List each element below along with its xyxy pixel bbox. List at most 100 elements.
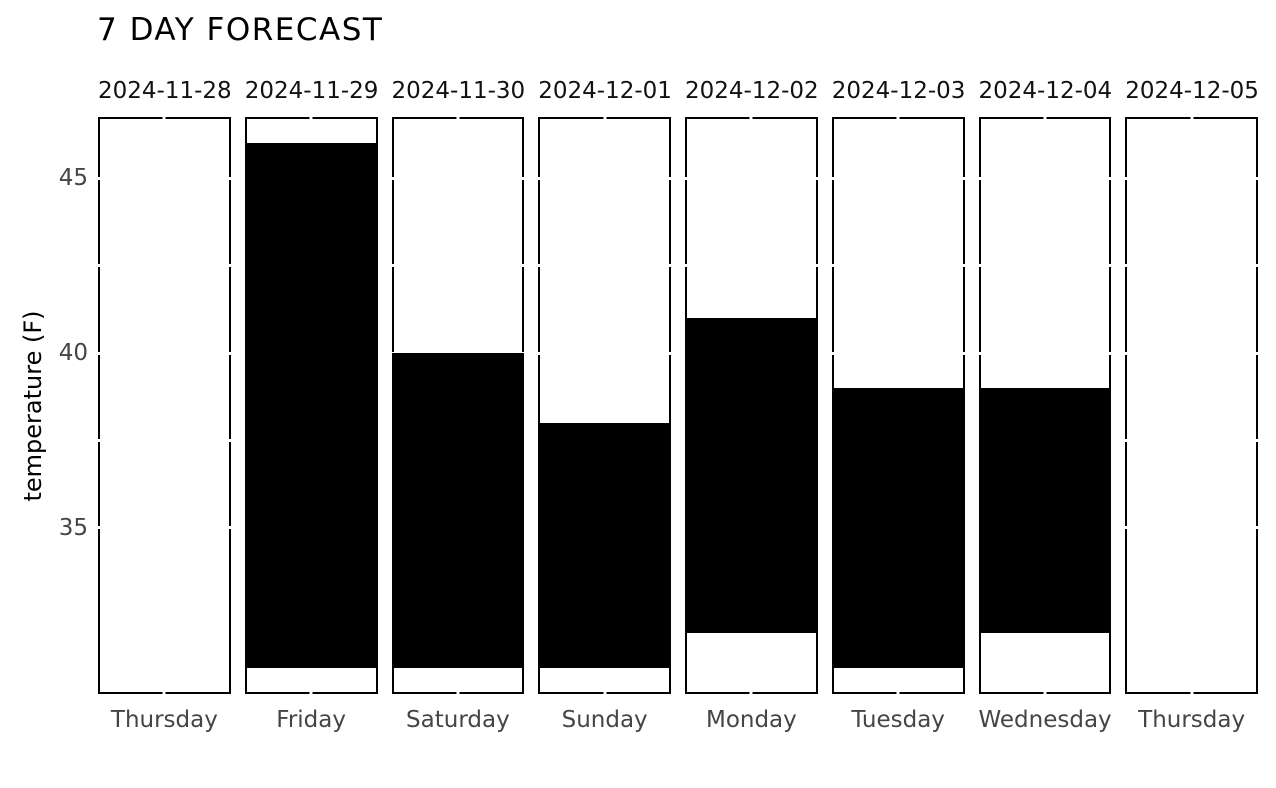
- y-gridline-tick-gap: [98, 438, 100, 442]
- x-gridline-tick-gap: [603, 692, 607, 694]
- y-gridline-tick-gap: [1125, 438, 1128, 442]
- x-gridline-tick-gap: [603, 117, 607, 119]
- y-gridline-tick-gap: [1109, 351, 1112, 355]
- x-gridline-tick-gap: [309, 692, 313, 694]
- facet-panel: [685, 117, 818, 694]
- x-gridline-tick-gap: [456, 117, 460, 119]
- x-tick-label: Friday: [276, 707, 346, 733]
- facet-sunday: 2024-12-01 Sunday: [538, 78, 672, 733]
- y-gridline-tick-gap: [228, 526, 231, 530]
- x-gridline-tick-gap: [1190, 692, 1194, 694]
- x-tick-label: Thursday: [1138, 707, 1246, 733]
- x-gridline-tick-gap: [1043, 692, 1047, 694]
- x-tick-label: Wednesday: [978, 707, 1112, 733]
- y-gridline-tick-gap: [669, 264, 671, 268]
- y-gridline-tick-gap: [1256, 264, 1258, 268]
- x-tick-label: Thursday: [110, 707, 218, 733]
- facet-panel: [831, 117, 965, 694]
- y-gridline-tick-gap: [978, 351, 981, 355]
- facet-date-label: 2024-12-05: [1125, 78, 1259, 104]
- x-tick-label: Tuesday: [851, 707, 945, 733]
- facet-tuesday: 2024-12-03 Tuesday: [831, 78, 966, 733]
- facet-panel: [538, 117, 671, 694]
- y-gridline-tick-gap: [1125, 264, 1128, 268]
- y-gridline-tick-gap: [391, 176, 394, 180]
- facet-wednesday: 2024-12-04 Wednesday: [978, 78, 1113, 733]
- facet-panel: [391, 117, 525, 694]
- x-gridline-tick-gap: [749, 117, 753, 119]
- y-gridline-tick-gap: [98, 351, 100, 355]
- facet-monday: 2024-12-02 Monday: [685, 78, 819, 733]
- facet-panel: [978, 117, 1112, 694]
- y-gridline-tick-gap: [228, 264, 231, 268]
- y-gridline-tick-gap: [962, 351, 965, 355]
- y-gridline-tick-gap: [815, 264, 818, 268]
- y-gridline-tick-gap: [538, 176, 541, 180]
- facet-date-label: 2024-12-01: [538, 78, 672, 104]
- x-gridline-tick-gap: [162, 692, 166, 694]
- y-gridline-tick-gap: [1256, 438, 1258, 442]
- y-gridline-tick-gap: [1109, 176, 1112, 180]
- y-gridline-tick-gap: [1125, 351, 1128, 355]
- x-gridline-tick-gap: [456, 692, 460, 694]
- facet-date-label: 2024-11-30: [391, 78, 526, 104]
- facet-row: 2024-11-28 Thursday 2024-11-29 Friday 20…: [98, 78, 1259, 733]
- y-gridline-tick-gap: [1256, 526, 1258, 530]
- x-gridline-tick-gap: [896, 692, 900, 694]
- y-gridline-tick-gap: [685, 264, 687, 268]
- facet-panel: [1125, 117, 1258, 694]
- x-tick-label: Sunday: [561, 707, 648, 733]
- x-gridline-tick-gap: [309, 117, 313, 119]
- y-gridline-tick-gap: [1125, 526, 1128, 530]
- x-gridline-tick-gap: [749, 692, 753, 694]
- y-tick-label: 40: [58, 340, 88, 367]
- y-gridline-tick-gap: [538, 264, 541, 268]
- facet-thursday-2: 2024-12-05 Thursday: [1125, 78, 1259, 733]
- facet-date-label: 2024-12-04: [978, 78, 1113, 104]
- y-gridline-tick-gap: [831, 351, 834, 355]
- y-gridline-tick-gap: [391, 264, 394, 268]
- y-gridline-tick-gap: [228, 438, 231, 442]
- x-gridline-tick-gap: [1043, 117, 1047, 119]
- y-gridline-tick-gap: [522, 176, 525, 180]
- chart-title: 7 DAY FORECAST: [97, 12, 384, 48]
- facet-thursday-1: 2024-11-28 Thursday: [98, 78, 232, 733]
- y-gridline-tick-gap: [228, 176, 231, 180]
- y-gridline-tick-gap: [669, 351, 671, 355]
- y-gridline-tick-gap: [831, 176, 834, 180]
- y-gridline-tick-gap: [962, 176, 965, 180]
- y-gridline-tick-gap: [1256, 176, 1258, 180]
- x-tick-label: Saturday: [406, 707, 510, 733]
- y-gridline-tick-gap: [522, 264, 525, 268]
- facet-date-label: 2024-11-29: [244, 78, 379, 104]
- temperature-range-bar: [831, 388, 965, 668]
- y-gridline-tick-gap: [669, 176, 671, 180]
- y-gridline-tick-gap: [98, 264, 100, 268]
- y-tick-label: 45: [58, 165, 88, 192]
- temperature-range-bar: [685, 318, 818, 633]
- x-gridline-tick-gap: [1190, 117, 1194, 119]
- y-gridline-tick-gap: [538, 351, 541, 355]
- y-gridline-tick-gap: [831, 264, 834, 268]
- temperature-range-bar: [978, 388, 1112, 633]
- y-tick-label: 35: [58, 514, 88, 541]
- x-gridline-tick-gap: [162, 117, 166, 119]
- y-gridline-tick-gap: [978, 176, 981, 180]
- facet-date-label: 2024-12-03: [831, 78, 966, 104]
- facet-panel: [244, 117, 378, 694]
- temperature-range-bar: [538, 422, 671, 668]
- y-gridline-tick-gap: [685, 176, 687, 180]
- y-gridline-tick-gap: [815, 176, 818, 180]
- y-gridline-tick-gap: [98, 526, 100, 530]
- temperature-range-bar: [244, 143, 378, 668]
- temperature-range-bar: [391, 353, 525, 668]
- x-tick-label: Monday: [705, 707, 797, 733]
- facet-friday: 2024-11-29 Friday: [244, 78, 379, 733]
- y-gridline-tick-gap: [1125, 176, 1128, 180]
- facet-date-label: 2024-11-28: [98, 78, 232, 104]
- y-gridline-tick-gap: [98, 176, 100, 180]
- y-gridline-tick-gap: [1109, 264, 1112, 268]
- facet-saturday: 2024-11-30 Saturday: [391, 78, 526, 733]
- y-gridline-tick-gap: [962, 264, 965, 268]
